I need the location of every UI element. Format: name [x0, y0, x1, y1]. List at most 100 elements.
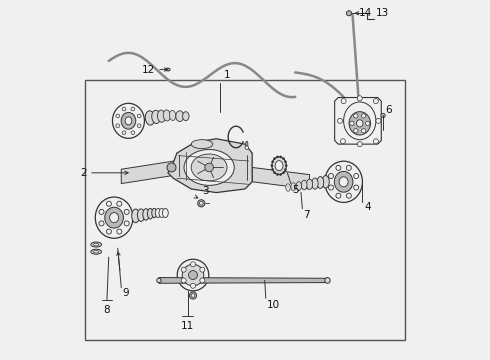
Ellipse shape — [357, 120, 363, 127]
Ellipse shape — [301, 180, 307, 190]
Circle shape — [282, 172, 285, 174]
Circle shape — [285, 168, 287, 171]
Circle shape — [357, 96, 362, 101]
Text: 4: 4 — [364, 202, 370, 212]
Circle shape — [106, 201, 111, 206]
Ellipse shape — [245, 141, 248, 147]
Circle shape — [273, 172, 276, 174]
Text: 9: 9 — [122, 288, 129, 298]
Ellipse shape — [291, 183, 296, 191]
Circle shape — [354, 174, 359, 179]
Ellipse shape — [176, 111, 184, 122]
Circle shape — [200, 278, 205, 283]
Circle shape — [181, 267, 186, 272]
Polygon shape — [122, 160, 179, 184]
Ellipse shape — [91, 242, 101, 247]
Circle shape — [341, 99, 346, 104]
Ellipse shape — [157, 110, 166, 122]
Ellipse shape — [163, 208, 168, 217]
Ellipse shape — [132, 209, 140, 223]
Circle shape — [124, 210, 129, 215]
Circle shape — [376, 118, 381, 123]
Circle shape — [181, 278, 186, 283]
Ellipse shape — [147, 208, 153, 219]
Circle shape — [373, 139, 378, 144]
Ellipse shape — [143, 209, 149, 220]
Ellipse shape — [94, 243, 99, 246]
Ellipse shape — [317, 177, 324, 188]
Text: 13: 13 — [376, 8, 390, 18]
Circle shape — [373, 99, 378, 104]
Ellipse shape — [110, 213, 119, 223]
Ellipse shape — [272, 157, 286, 175]
Circle shape — [205, 163, 214, 172]
Polygon shape — [85, 80, 405, 339]
Ellipse shape — [349, 112, 370, 135]
Ellipse shape — [191, 140, 213, 149]
Ellipse shape — [325, 278, 330, 283]
Circle shape — [271, 165, 273, 167]
Circle shape — [357, 141, 362, 147]
Circle shape — [338, 118, 343, 123]
Circle shape — [197, 200, 205, 207]
Ellipse shape — [183, 112, 189, 121]
Ellipse shape — [125, 117, 132, 125]
Ellipse shape — [121, 112, 136, 129]
Circle shape — [276, 173, 278, 175]
Ellipse shape — [182, 264, 204, 286]
Circle shape — [122, 107, 126, 111]
Circle shape — [191, 283, 196, 288]
Ellipse shape — [152, 110, 160, 123]
Ellipse shape — [334, 171, 353, 192]
Ellipse shape — [167, 163, 176, 172]
Text: 2: 2 — [80, 168, 87, 178]
Circle shape — [191, 294, 195, 297]
Ellipse shape — [91, 249, 101, 254]
Circle shape — [191, 262, 196, 267]
Ellipse shape — [325, 161, 363, 202]
Ellipse shape — [159, 208, 165, 217]
Circle shape — [137, 114, 141, 118]
Text: 6: 6 — [386, 105, 392, 115]
Circle shape — [346, 165, 351, 170]
Ellipse shape — [286, 184, 291, 191]
Ellipse shape — [296, 181, 301, 190]
Circle shape — [99, 210, 104, 215]
Circle shape — [285, 161, 287, 163]
Text: 1: 1 — [223, 70, 230, 80]
Circle shape — [106, 229, 111, 234]
Circle shape — [354, 129, 358, 133]
Circle shape — [190, 292, 196, 299]
Circle shape — [362, 114, 366, 118]
Circle shape — [354, 185, 359, 190]
Circle shape — [122, 131, 126, 135]
Circle shape — [328, 185, 334, 190]
Ellipse shape — [184, 149, 234, 185]
Ellipse shape — [112, 103, 145, 138]
Ellipse shape — [177, 259, 209, 291]
Text: 8: 8 — [103, 305, 110, 315]
Circle shape — [328, 174, 334, 179]
Ellipse shape — [312, 178, 318, 189]
Circle shape — [346, 11, 351, 16]
Ellipse shape — [137, 209, 145, 221]
Circle shape — [273, 158, 276, 160]
Ellipse shape — [189, 271, 197, 279]
Ellipse shape — [94, 251, 99, 253]
Text: 3: 3 — [202, 186, 209, 196]
Circle shape — [117, 201, 122, 206]
Circle shape — [366, 121, 370, 126]
Circle shape — [350, 121, 354, 126]
Text: 14: 14 — [359, 8, 372, 18]
Circle shape — [354, 114, 358, 118]
Polygon shape — [252, 167, 310, 189]
Circle shape — [346, 193, 351, 198]
Circle shape — [341, 139, 345, 144]
Text: 7: 7 — [303, 210, 310, 220]
Ellipse shape — [145, 111, 155, 125]
Ellipse shape — [163, 110, 171, 121]
Circle shape — [271, 161, 274, 163]
Ellipse shape — [155, 208, 161, 217]
Circle shape — [271, 168, 274, 171]
Circle shape — [117, 229, 122, 234]
